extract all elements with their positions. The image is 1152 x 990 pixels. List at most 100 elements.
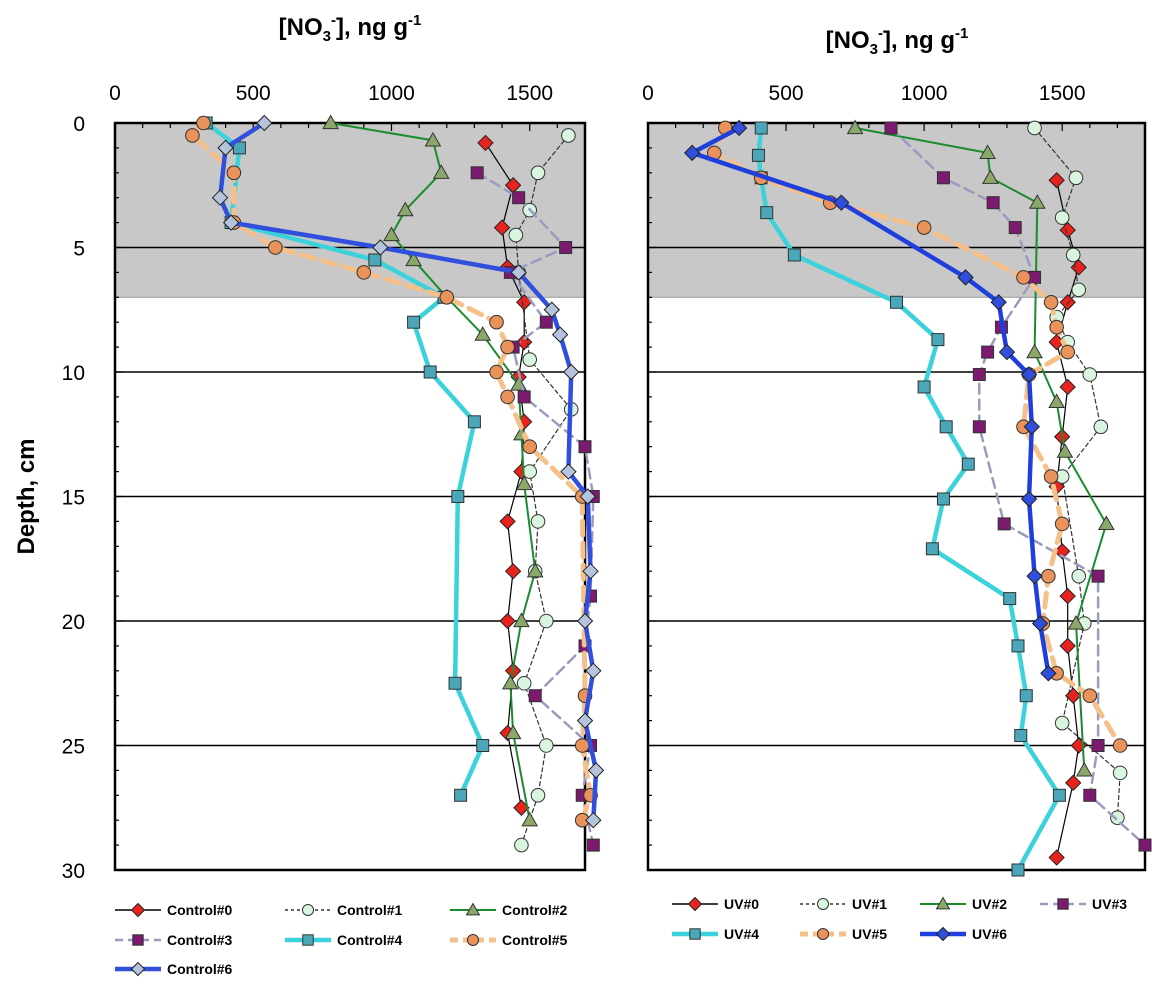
legend-swatch-marker [935,926,951,942]
legend-label: UV#2 [972,896,1007,912]
data-point [528,689,542,703]
legend-swatch-marker [130,961,146,977]
data-point [582,562,599,580]
data-point [1043,469,1059,484]
data-point [1041,568,1056,584]
data-point [538,738,554,753]
data-point [1048,172,1065,189]
data-point [936,171,950,185]
series-line [711,125,1123,748]
data-point [217,139,234,157]
data-point [562,363,580,381]
data-point [730,119,748,137]
data-point [522,352,538,367]
data-point [1067,614,1085,630]
data-point [1016,270,1031,285]
data-point [574,738,590,753]
data-point [1082,688,1098,704]
data-point [1048,393,1066,409]
legend-label: UV#6 [972,926,1007,942]
data-point [760,206,774,220]
data-point [585,811,602,829]
data-point [1065,774,1082,792]
y-tick-label: 25 [62,736,85,759]
data-point [1093,419,1109,435]
x-axis-title-xlabel-sup: - [878,25,883,42]
legend-item: UV#5 [800,926,887,942]
data-point [1003,592,1017,606]
data-point [499,513,516,530]
y-tick-label: 5 [73,238,85,261]
data-point [1054,516,1070,532]
legend-label: Control#0 [167,902,233,918]
data-point [530,165,546,181]
data-point [489,364,504,380]
data-point [1056,443,1074,458]
x-tick-label: 500 [769,82,804,105]
data-point [211,189,229,206]
x-tick-label: 1000 [368,82,415,105]
legend-swatch-marker [1057,898,1069,910]
data-point [846,119,864,135]
data-point [1020,366,1038,383]
legend-swatch-marker [689,928,701,940]
data-point [961,457,975,471]
legend-swatch-marker [302,934,314,946]
legend-label: UV#4 [724,926,759,942]
shaded-surface-region [647,122,1146,298]
data-point [383,226,400,242]
data-point [931,333,945,347]
data-point [1075,761,1093,777]
y-tick-label: 10 [62,362,85,385]
data-point [1048,849,1065,866]
data-point [1138,838,1152,852]
legend-swatch-marker [935,896,951,910]
legend-item: Control#0 [115,902,233,918]
y-tick-label: 15 [62,487,85,510]
data-point [515,475,533,491]
legend-label: Control#6 [167,961,233,977]
data-point [751,148,765,162]
data-point [448,676,462,690]
legend-item: UV#0 [672,896,759,912]
data-point [754,121,768,135]
series-control-6 [211,114,605,829]
series-control-1 [508,128,579,853]
legend-label: Control#4 [337,932,403,948]
data-point [1097,515,1115,531]
legend-label: Control#5 [502,932,568,948]
legend-label: Control#1 [337,902,403,918]
legend-swatch-marker [816,897,830,911]
data-point [579,488,596,505]
data-point [559,241,573,254]
y-tick-label: 0 [73,113,85,136]
legend-item: UV#6 [920,926,1007,942]
legend-label: UV#3 [1092,896,1127,912]
legend-swatch-marker [466,933,480,947]
data-point [474,326,492,341]
legend-item: UV#3 [1040,896,1127,912]
data-point [1011,639,1025,653]
data-point [1054,715,1070,731]
x-axis-title-xlabel-sup: - [331,12,336,29]
data-point [522,464,538,479]
legend-item: UV#2 [920,896,1007,912]
data-point [925,542,939,556]
legend-label: Control#2 [502,902,568,918]
data-point [1091,739,1105,752]
data-point [1059,637,1076,655]
data-point [504,724,522,740]
data-point [916,220,932,235]
data-point [986,196,1000,210]
data-point [1040,665,1057,682]
data-point [521,811,539,827]
x-tick-label: 1500 [1039,82,1086,105]
legend-swatch-marker [465,902,481,916]
data-point [981,345,995,359]
data-point [1027,120,1042,136]
data-point [957,269,974,286]
data-point [990,294,1007,311]
data-point [508,227,524,243]
data-point [424,131,442,147]
